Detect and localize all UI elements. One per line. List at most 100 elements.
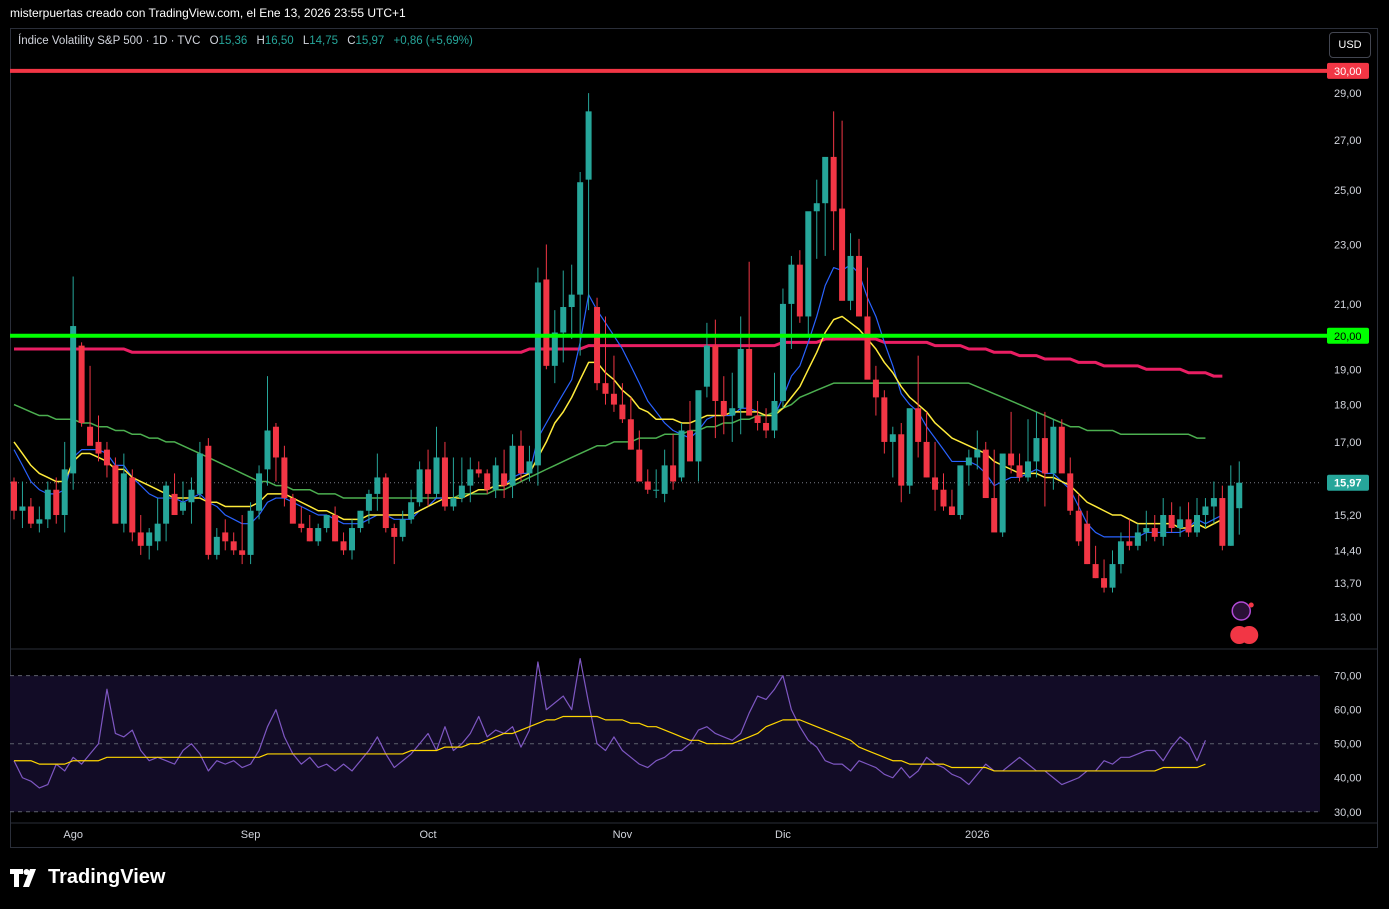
x-tick-label: 2026: [965, 829, 989, 841]
price-tick-label: 21,00: [1334, 299, 1362, 311]
candle-body: [137, 532, 144, 546]
hline-tag: [1327, 327, 1369, 344]
candle-body: [1185, 519, 1192, 533]
candle-body: [433, 457, 440, 494]
candle-body: [1134, 532, 1141, 546]
candle-body: [1227, 485, 1234, 546]
candle-body: [534, 282, 541, 466]
candle-body: [932, 477, 939, 490]
rsi-tick-label: 60,00: [1334, 705, 1362, 717]
candle-body: [11, 481, 17, 511]
candle-body: [585, 111, 592, 180]
open-value: 15,36: [218, 35, 248, 47]
event-dot-icon: [1248, 602, 1254, 608]
price-tick-label: 15,20: [1334, 510, 1362, 522]
candle-body: [915, 408, 922, 442]
tradingview-logo[interactable]: TradingView: [10, 866, 165, 889]
x-tick-label: Nov: [613, 829, 633, 841]
candle-body: [1075, 510, 1082, 542]
candle-body: [467, 469, 474, 486]
candle-body: [289, 498, 296, 524]
candle-body: [1210, 498, 1217, 507]
candle-body: [1151, 528, 1158, 537]
candle-body: [610, 393, 617, 405]
candle-body: [425, 469, 432, 494]
candle-body: [196, 453, 203, 494]
x-tick-label: Oct: [419, 829, 436, 841]
candle-body: [315, 528, 322, 542]
candle-body: [560, 307, 567, 333]
brand-name: TradingView: [48, 866, 166, 888]
candle-body: [1219, 498, 1226, 546]
candle-body: [872, 379, 879, 398]
currency-button[interactable]: USD: [1329, 32, 1371, 58]
candle-body: [957, 465, 964, 516]
candle-body: [213, 536, 220, 555]
candle-body: [526, 461, 533, 474]
candle-body: [813, 203, 820, 212]
candle-body: [87, 426, 94, 446]
close-value: 15,97: [355, 35, 385, 47]
candle-body: [577, 182, 584, 295]
candle-body: [712, 345, 719, 401]
candle-body: [391, 528, 398, 537]
price-tick-label: 29,00: [1334, 88, 1362, 100]
candle-body: [568, 294, 575, 308]
price-tick-label: 25,00: [1334, 185, 1362, 197]
sma200-line: [14, 337, 1223, 378]
candle-body: [636, 449, 643, 482]
candle-body: [1058, 426, 1065, 474]
candle-body: [889, 434, 896, 442]
candle-body: [306, 528, 313, 542]
candle-body: [906, 408, 913, 486]
candle-body: [771, 400, 778, 431]
price-tick-label: 17,00: [1334, 437, 1362, 449]
candle-body: [298, 523, 305, 529]
candle-body: [788, 264, 795, 304]
candle-body: [399, 519, 406, 537]
candle-body: [754, 415, 761, 423]
candle-body: [619, 404, 626, 420]
candle-body: [1025, 461, 1031, 478]
candle-body: [720, 400, 727, 416]
candle-body: [923, 441, 930, 478]
candle-body: [763, 422, 770, 431]
candle-body: [53, 489, 60, 516]
ema10-line: [13, 264, 1223, 538]
flag-us-icon: [1240, 626, 1259, 644]
candle-body: [340, 541, 347, 551]
hline-tag-label: 30,00: [1334, 66, 1362, 78]
candle-body: [687, 430, 693, 462]
candle-body: [1126, 541, 1133, 546]
candle-body: [1084, 523, 1091, 565]
candle-body: [458, 485, 465, 499]
hline-tag-label: 20,00: [1334, 331, 1362, 343]
price-tick-label: 14,40: [1334, 545, 1362, 557]
candle-body: [146, 532, 153, 546]
candle-body: [78, 345, 85, 423]
candle-body: [737, 348, 744, 409]
candle-body: [1041, 438, 1048, 474]
candle-body: [230, 541, 237, 551]
candle-body: [839, 208, 846, 301]
candle-body: [653, 489, 660, 491]
symbol-title[interactable]: Índice Volatility S&P 500 · 1D · TVC: [18, 35, 201, 47]
low-value: 14,75: [309, 35, 339, 47]
candle-body: [112, 465, 119, 524]
candle-body: [1143, 528, 1150, 533]
candle-body: [1202, 506, 1209, 516]
candle-body: [898, 434, 905, 486]
candle-body: [357, 510, 364, 529]
candle-body: [484, 473, 491, 490]
candle-body: [281, 457, 288, 499]
candle-body: [180, 502, 186, 511]
candle-body: [644, 481, 651, 490]
candle-body: [120, 473, 127, 524]
candle-body: [441, 457, 448, 507]
candle-body: [1177, 519, 1184, 529]
candle-body: [670, 465, 677, 482]
x-tick-label: Ago: [63, 829, 83, 841]
candle-body: [864, 316, 871, 380]
candle-body: [408, 502, 415, 520]
